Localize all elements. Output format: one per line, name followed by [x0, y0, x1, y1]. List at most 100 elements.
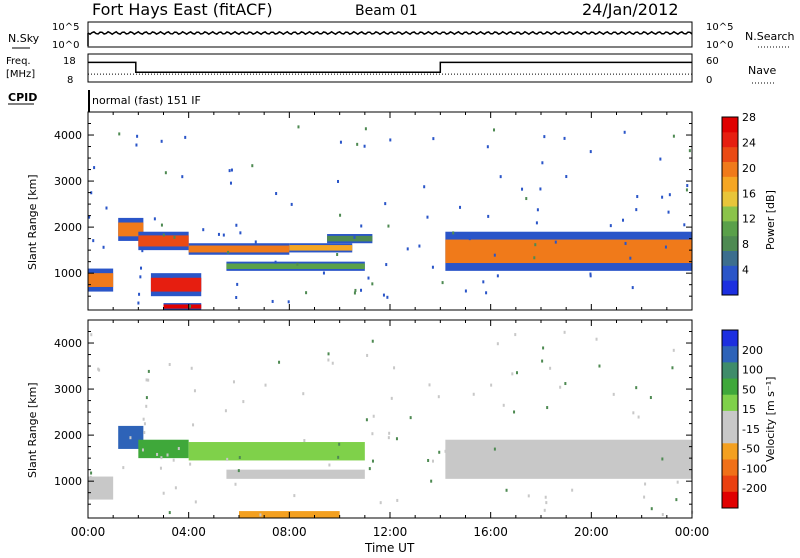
scatter-cell [97, 367, 100, 371]
scatter-cell [664, 245, 667, 249]
scatter-cell [237, 469, 240, 473]
scatter-cell [89, 475, 92, 479]
scatter-cell [147, 369, 150, 373]
scatter-cell [428, 383, 431, 387]
scatter-cell [485, 291, 488, 295]
scatter-cell [589, 274, 592, 278]
velocity-colorbar: 200 100 50 15 -15 -50 -100 -200 [721, 329, 767, 509]
scatter-cell [546, 406, 549, 410]
power-colorbar-swatch [722, 176, 738, 192]
velocity-colorbar-swatch [722, 378, 738, 396]
scatter-cell [372, 414, 375, 418]
y-tick-label: 4000 [54, 129, 82, 142]
scatter-cell [235, 296, 238, 300]
scatter-cell [166, 453, 169, 457]
scatter-cell [598, 364, 601, 368]
scatter-cell [636, 195, 639, 199]
scatter-cell [637, 415, 640, 419]
scatter-cell [142, 417, 145, 421]
scatter-cell [661, 457, 664, 461]
power-colorbar-swatch [722, 220, 738, 237]
scatter-cell [228, 169, 231, 173]
scatter-cell [141, 448, 144, 452]
velocity-ylabel: Slant Range [km] [26, 382, 39, 478]
scatter-cell [396, 498, 399, 502]
frequency-trace [88, 61, 692, 73]
scatter-cell [254, 240, 257, 244]
scatter-cell [364, 127, 367, 131]
freq-label-line2: [MHz] [6, 69, 35, 80]
scatter-cell [456, 234, 459, 238]
scatter-cell [426, 215, 429, 219]
velocity-colorbar-swatch [722, 330, 738, 347]
scatter-cell [368, 467, 371, 471]
power-colorbar: 4 8 12 16 20 24 28 [721, 111, 756, 296]
scatter-cell [390, 396, 393, 400]
scatter-cell [431, 459, 434, 463]
scatter-cell [159, 466, 162, 470]
scatter-cell [631, 286, 634, 290]
power-colorbar-frame [721, 116, 739, 296]
power-colorbar-swatch [722, 280, 738, 296]
x-tick-label: 12:00 [373, 525, 408, 539]
scatter-cell [141, 249, 144, 253]
scatter-cell [565, 175, 568, 179]
power-band-core [188, 245, 290, 253]
scatter-cell [389, 138, 392, 142]
velocity-colorbar-tick: 100 [742, 364, 763, 377]
power-colorbar-label: Power [dB] [764, 190, 777, 250]
power-colorbar-swatch [722, 146, 738, 162]
power-colorbar-tick: 12 [742, 213, 756, 226]
noise-right-tick-top: 10^5 [706, 22, 733, 33]
noise-trace [87, 30, 693, 46]
scatter-cell [559, 385, 562, 389]
nave-label: Nave [748, 64, 776, 77]
velocity-colorbar-swatch [722, 346, 738, 363]
scatter-cell [542, 346, 545, 350]
scatter-cell [543, 508, 546, 512]
scatter-cell [232, 380, 235, 384]
scatter-cell [90, 471, 93, 475]
scatter-cell [685, 188, 688, 192]
velocity-panel-frame [87, 319, 693, 519]
scatter-cell [322, 271, 325, 275]
scatter-cell [668, 193, 671, 197]
y-tick-label: 4000 [54, 337, 82, 350]
scatter-cell [189, 462, 192, 466]
scatter-cell [490, 383, 493, 387]
scatter-cell [672, 348, 675, 352]
scatter-cell [278, 360, 281, 364]
scatter-cell [177, 447, 180, 451]
scatter-cell [388, 431, 391, 435]
velocity-colorbar-swatch [722, 427, 738, 444]
velocity-band [445, 439, 692, 479]
scatter-cell [259, 513, 262, 517]
scatter-cell [624, 241, 627, 245]
power-band-core [118, 222, 144, 237]
scatter-cell [118, 132, 121, 136]
scatter-cell [145, 404, 148, 408]
x-tick-label: 16:00 [473, 525, 508, 539]
x-tick-label: 00:00 [71, 525, 106, 539]
scatter-cell [452, 231, 455, 235]
power-colorbar-tick: 4 [742, 264, 749, 277]
scatter-cell [140, 266, 143, 270]
scatter-cell [430, 479, 433, 483]
scatter-cell [360, 224, 363, 228]
scatter-cell [544, 495, 547, 499]
scatter-cell [418, 244, 421, 248]
scatter-cell [164, 171, 167, 175]
scatter-cell [337, 179, 340, 183]
power-band-core [88, 273, 114, 287]
scatter-cell [569, 450, 572, 454]
scatter-cell [671, 366, 674, 370]
scatter-cell [382, 293, 385, 297]
scatter-cell [367, 276, 370, 280]
scatter-cell [549, 448, 552, 452]
scatter-cell [650, 507, 653, 511]
scatter-cell [661, 513, 664, 517]
velocity-colorbar-tick: -100 [742, 462, 767, 475]
velocity-colorbar-tick: 200 [742, 344, 763, 357]
scatter-cell [274, 260, 277, 264]
scatter-cell [235, 223, 238, 227]
